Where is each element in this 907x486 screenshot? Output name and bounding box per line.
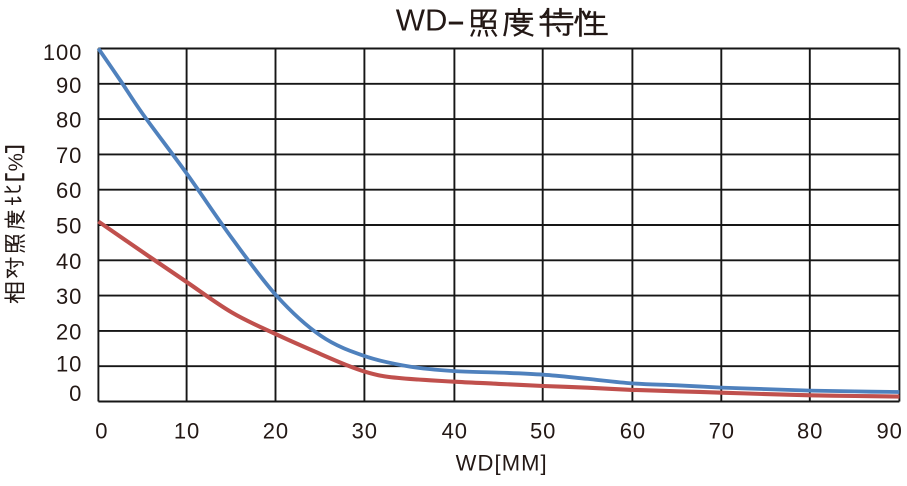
svg-text:20: 20 (263, 418, 289, 443)
svg-text:50: 50 (56, 214, 82, 239)
svg-text:60: 60 (620, 418, 646, 443)
svg-text:0: 0 (95, 418, 108, 443)
svg-text:80: 80 (797, 418, 823, 443)
svg-text:90: 90 (56, 73, 82, 98)
svg-text:0: 0 (69, 381, 82, 406)
svg-text:10: 10 (56, 352, 82, 377)
svg-text:20: 20 (56, 319, 82, 344)
svg-text:10: 10 (174, 418, 200, 443)
svg-text:70: 70 (56, 143, 82, 168)
svg-text:50: 50 (530, 418, 556, 443)
svg-text:%: % (4, 153, 27, 171)
svg-text:30: 30 (56, 284, 82, 309)
svg-text:80: 80 (56, 107, 82, 132)
svg-text:90: 90 (877, 418, 903, 443)
svg-text:100: 100 (43, 40, 82, 65)
svg-text:60: 60 (56, 178, 82, 203)
svg-text:WD: WD (396, 3, 448, 38)
svg-text:WD[MM]: WD[MM] (456, 450, 548, 475)
svg-text:40: 40 (442, 418, 468, 443)
svg-text:30: 30 (352, 418, 378, 443)
svg-text:70: 70 (709, 418, 735, 443)
svg-text:40: 40 (56, 249, 82, 274)
